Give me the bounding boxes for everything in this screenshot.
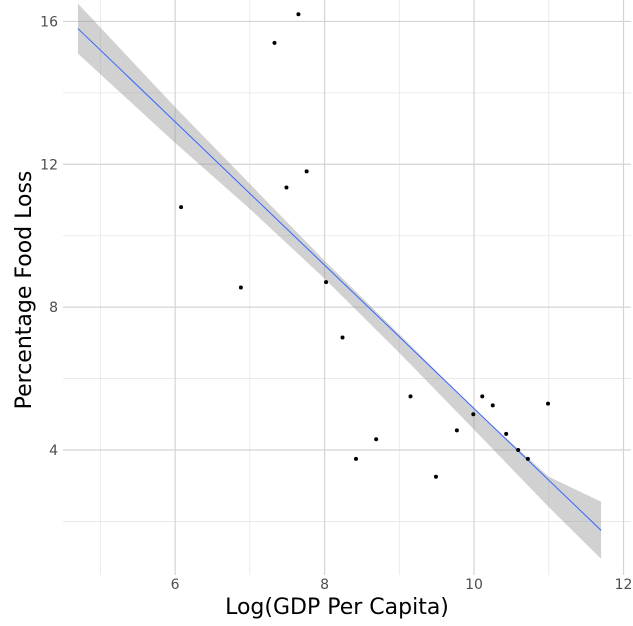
x-axis-title: Log(GDP Per Capita): [225, 595, 449, 620]
x-tick-label: 12: [615, 577, 633, 593]
data-point: [433, 474, 438, 479]
tick-labels: 6 8 10 12 4 8 12 16: [40, 14, 632, 593]
grid-lines: [63, 0, 631, 575]
data-point: [471, 412, 476, 417]
y-tick-label: 8: [49, 300, 58, 316]
y-tick-label: 12: [40, 157, 58, 173]
points-layer: [179, 12, 551, 479]
x-tick-label: 10: [465, 577, 483, 593]
data-point: [304, 169, 309, 174]
x-tick-label: 6: [171, 577, 180, 593]
data-point: [353, 456, 358, 461]
data-point: [480, 394, 485, 399]
data-point: [284, 185, 289, 190]
data-point: [525, 456, 530, 461]
data-point: [324, 280, 329, 285]
fit-line-layer: [77, 28, 602, 531]
data-point: [296, 12, 301, 17]
data-point: [340, 335, 345, 340]
confidence-band-layer: [77, 3, 602, 559]
data-point: [408, 394, 413, 399]
data-point: [238, 285, 243, 290]
x-tick-label: 8: [320, 577, 329, 593]
data-point: [374, 437, 379, 442]
data-point: [504, 431, 509, 436]
data-point: [454, 428, 459, 433]
data-point: [490, 403, 495, 408]
data-point: [272, 40, 277, 45]
confidence-band: [77, 3, 602, 559]
data-point: [546, 401, 551, 406]
y-tick-label: 4: [49, 443, 58, 459]
data-point: [179, 205, 184, 210]
regression-line: [77, 28, 602, 531]
data-point: [516, 448, 521, 452]
y-tick-label: 16: [40, 14, 58, 30]
y-axis-title: Percentage Food Loss: [12, 171, 37, 410]
